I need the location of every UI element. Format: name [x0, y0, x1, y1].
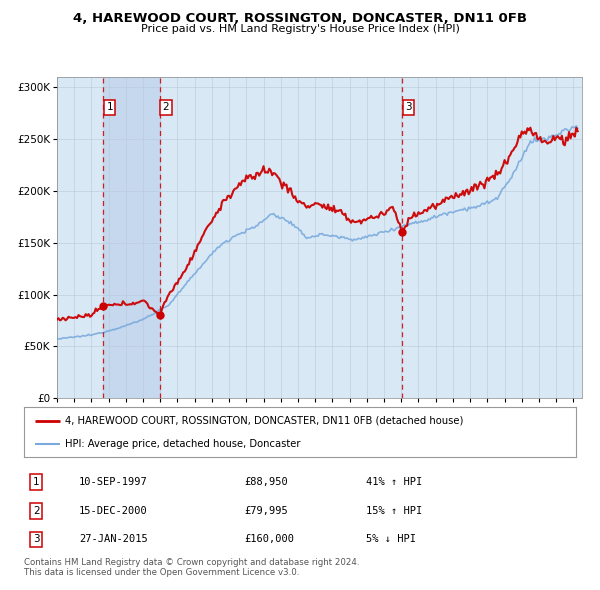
Text: 1: 1: [106, 102, 113, 112]
Text: Price paid vs. HM Land Registry's House Price Index (HPI): Price paid vs. HM Land Registry's House …: [140, 24, 460, 34]
Text: £160,000: £160,000: [245, 535, 295, 545]
Text: 2: 2: [33, 506, 40, 516]
Text: 15-DEC-2000: 15-DEC-2000: [79, 506, 148, 516]
Text: 4, HAREWOOD COURT, ROSSINGTON, DONCASTER, DN11 0FB (detached house): 4, HAREWOOD COURT, ROSSINGTON, DONCASTER…: [65, 415, 464, 425]
Text: 3: 3: [33, 535, 40, 545]
Text: 3: 3: [406, 102, 412, 112]
Text: Contains HM Land Registry data © Crown copyright and database right 2024.
This d: Contains HM Land Registry data © Crown c…: [24, 558, 359, 577]
Bar: [57, 77, 582, 398]
Bar: [103, 77, 160, 398]
Text: 15% ↑ HPI: 15% ↑ HPI: [366, 506, 422, 516]
Text: 41% ↑ HPI: 41% ↑ HPI: [366, 477, 422, 487]
Text: 1: 1: [33, 477, 40, 487]
Text: 10-SEP-1997: 10-SEP-1997: [79, 477, 148, 487]
Text: £79,995: £79,995: [245, 506, 289, 516]
Text: 4, HAREWOOD COURT, ROSSINGTON, DONCASTER, DN11 0FB: 4, HAREWOOD COURT, ROSSINGTON, DONCASTER…: [73, 12, 527, 25]
Text: 5% ↓ HPI: 5% ↓ HPI: [366, 535, 416, 545]
Text: £88,950: £88,950: [245, 477, 289, 487]
Text: HPI: Average price, detached house, Doncaster: HPI: Average price, detached house, Donc…: [65, 439, 301, 449]
Text: 27-JAN-2015: 27-JAN-2015: [79, 535, 148, 545]
Text: 2: 2: [163, 102, 169, 112]
